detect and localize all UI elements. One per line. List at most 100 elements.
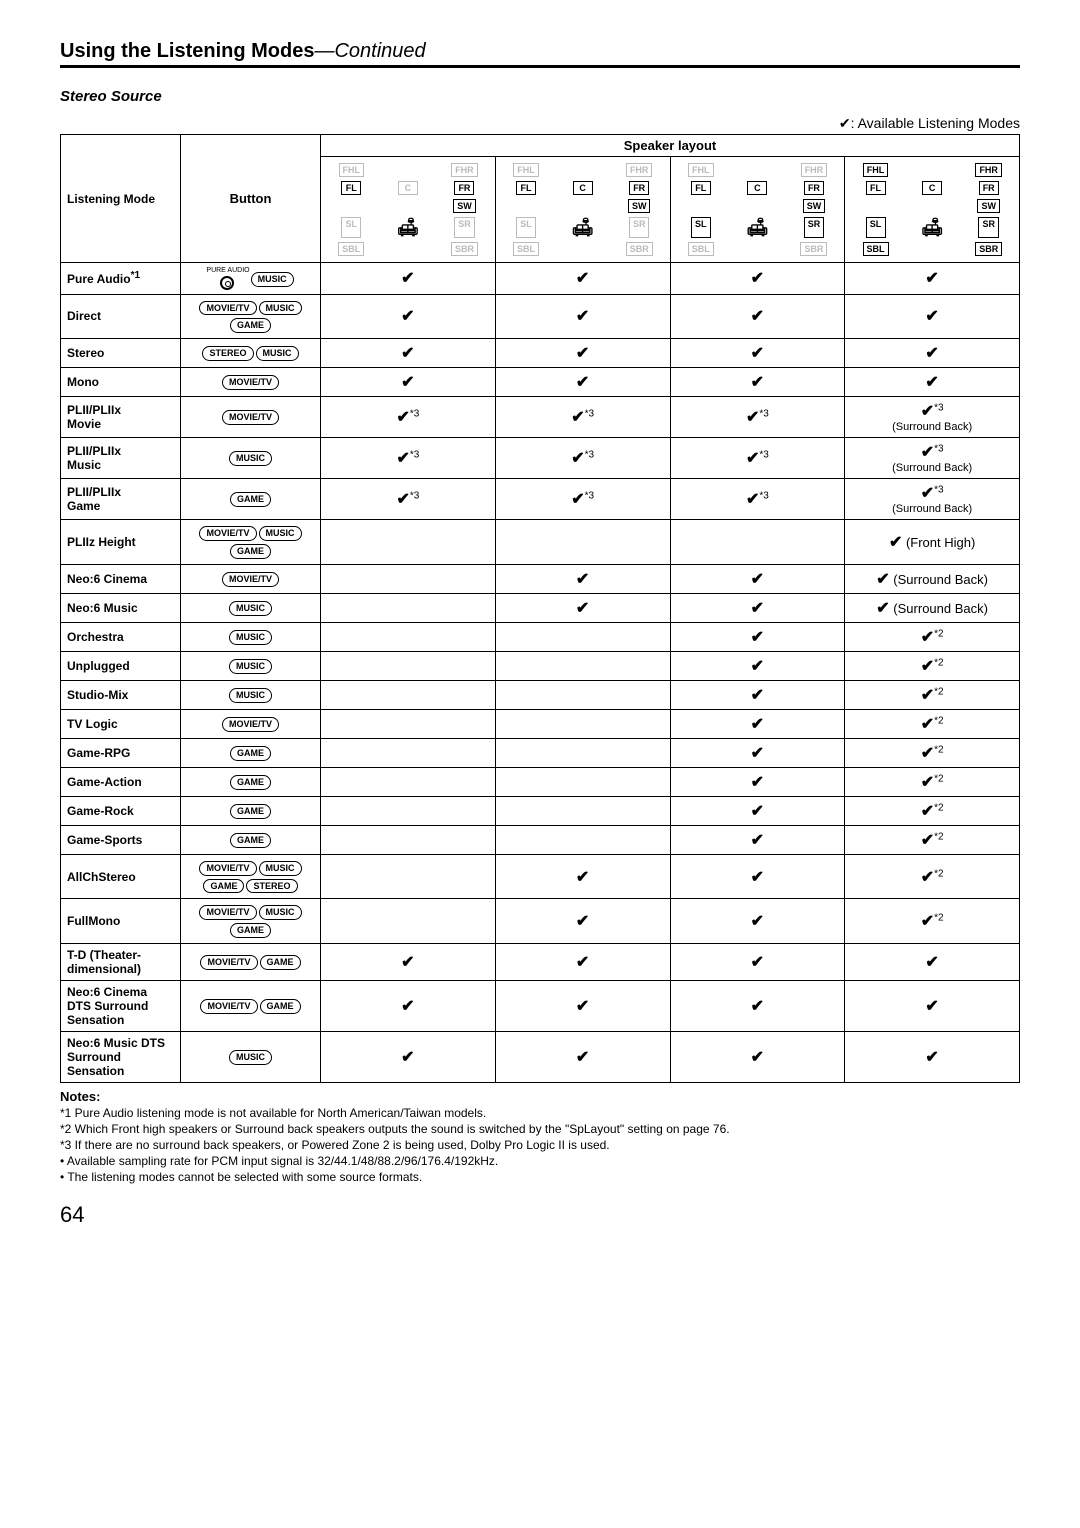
listening-mode-name: PLII/PLIIxMusic (61, 438, 181, 479)
availability-cell: ✔ (670, 796, 845, 825)
listening-mode-name: Game-Sports (61, 825, 181, 854)
availability-cell: ✔*2 (845, 738, 1020, 767)
button-cell: STEREOMUSIC (181, 339, 321, 368)
availability-cell (321, 899, 496, 944)
availability-cell: ✔ (495, 593, 670, 622)
availability-cell: ✔*2 (845, 796, 1020, 825)
button-cell: GAME (181, 767, 321, 796)
availability-cell: ✔*3 (670, 397, 845, 438)
availability-cell: ✔ (670, 339, 845, 368)
availability-cell: ✔ (845, 368, 1020, 397)
availability-cell: ✔ (321, 294, 496, 339)
availability-cell (321, 622, 496, 651)
availability-cell (321, 680, 496, 709)
listening-mode-name: T-D (Theater-dimensional) (61, 943, 181, 980)
availability-cell (321, 854, 496, 899)
availability-cell: ✔ (495, 854, 670, 899)
availability-cell: ✔*2 (845, 709, 1020, 738)
availability-cell (670, 520, 845, 565)
availability-cell (495, 520, 670, 565)
availability-cell: ✔ (670, 622, 845, 651)
availability-cell: ✔ (670, 368, 845, 397)
button-cell: GAME (181, 825, 321, 854)
availability-cell: ✔ (845, 263, 1020, 295)
availability-cell: ✔*3 (321, 479, 496, 520)
col-button: Button (181, 135, 321, 263)
availability-cell (321, 651, 496, 680)
availability-cell: ✔ (670, 294, 845, 339)
listening-mode-name: Direct (61, 294, 181, 339)
availability-cell: ✔*2 (845, 854, 1020, 899)
availability-cell: ✔ (495, 263, 670, 295)
availability-cell (321, 825, 496, 854)
button-cell: MUSIC (181, 593, 321, 622)
availability-cell (495, 680, 670, 709)
availability-cell: ✔ (670, 651, 845, 680)
button-cell: MOVIE/TV (181, 564, 321, 593)
availability-cell: ✔ (670, 593, 845, 622)
availability-cell: ✔*3(Surround Back) (845, 397, 1020, 438)
listening-mode-name: Game-Action (61, 767, 181, 796)
button-cell: MOVIE/TV (181, 397, 321, 438)
button-cell: MOVIE/TV (181, 709, 321, 738)
listening-mode-name: Unplugged (61, 651, 181, 680)
availability-cell: ✔*2 (845, 680, 1020, 709)
col-listening-mode: Listening Mode (61, 135, 181, 263)
availability-cell: ✔ (670, 738, 845, 767)
button-cell: MOVIE/TVMUSICGAME (181, 520, 321, 565)
availability-cell: ✔*2 (845, 899, 1020, 944)
listening-mode-name: Studio-Mix (61, 680, 181, 709)
notes-title: Notes: (60, 1089, 1020, 1104)
availability-cell (321, 738, 496, 767)
button-cell: MUSIC (181, 438, 321, 479)
button-cell: MOVIE/TVMUSICGAME (181, 899, 321, 944)
availability-cell: ✔ (670, 680, 845, 709)
availability-cell (495, 738, 670, 767)
button-cell: GAME (181, 738, 321, 767)
availability-cell: ✔ (495, 980, 670, 1031)
button-cell: MUSIC (181, 1031, 321, 1082)
listening-mode-name: Neo:6 Cinema DTS Surround Sensation (61, 980, 181, 1031)
note-item: *2 Which Front high speakers or Surround… (60, 1122, 1020, 1136)
availability-cell: ✔ (321, 943, 496, 980)
note-item: *1 Pure Audio listening mode is not avai… (60, 1106, 1020, 1120)
listening-mode-name: Game-RPG (61, 738, 181, 767)
availability-cell (321, 593, 496, 622)
availability-cell: ✔*2 (845, 825, 1020, 854)
button-cell: MUSIC (181, 680, 321, 709)
listening-mode-name: PLII/PLIIxMovie (61, 397, 181, 438)
availability-cell (495, 709, 670, 738)
notes-section: Notes: *1 Pure Audio listening mode is n… (60, 1089, 1020, 1184)
listening-mode-name: Neo:6 Cinema (61, 564, 181, 593)
availability-cell: ✔ (495, 1031, 670, 1082)
availability-cell: ✔ (845, 1031, 1020, 1082)
availability-cell: ✔ (845, 943, 1020, 980)
availability-cell: ✔ (Surround Back) (845, 564, 1020, 593)
availability-cell: ✔*3 (495, 397, 670, 438)
button-cell: GAME (181, 796, 321, 825)
availability-cell: ✔ (321, 980, 496, 1031)
title-text: Using the Listening Modes (60, 40, 314, 62)
availability-cell: ✔ (495, 943, 670, 980)
availability-cell: ✔ (321, 1031, 496, 1082)
listening-mode-name: AllChStereo (61, 854, 181, 899)
availability-cell (321, 796, 496, 825)
button-cell: MOVIE/TVMUSICGAMESTEREO (181, 854, 321, 899)
listening-mode-name: PLII/PLIIxGame (61, 479, 181, 520)
availability-cell: ✔ (495, 368, 670, 397)
button-cell: PURE AUDIOMUSIC (181, 263, 321, 295)
listening-mode-name: Pure Audio*1 (61, 263, 181, 295)
subtitle: Stereo Source (60, 88, 1020, 105)
availability-cell: ✔ (321, 368, 496, 397)
availability-cell: ✔ (670, 709, 845, 738)
listening-mode-name: Orchestra (61, 622, 181, 651)
available-note: ✔: Available Listening Modes (60, 115, 1020, 132)
button-cell: GAME (181, 479, 321, 520)
speaker-layout-diagram: FHLFHRFLCFRSWSL🛋SRSBLSBR (845, 157, 1020, 263)
availability-cell: ✔ (845, 339, 1020, 368)
speaker-layout-diagram: FHLFHRFLCFRSWSL🛋SRSBLSBR (321, 157, 496, 263)
availability-cell: ✔ (670, 943, 845, 980)
availability-cell: ✔ (670, 767, 845, 796)
availability-cell (321, 767, 496, 796)
availability-cell: ✔*2 (845, 622, 1020, 651)
